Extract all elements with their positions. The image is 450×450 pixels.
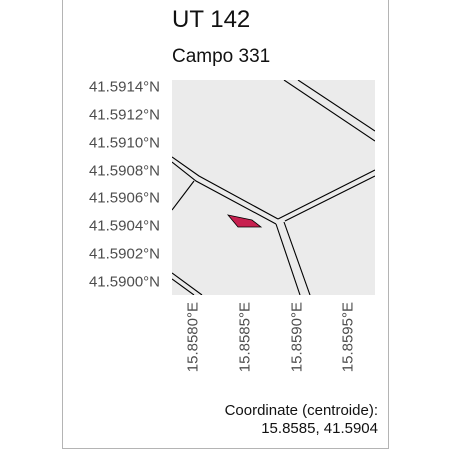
lat-label: 41.5902°N [88, 245, 160, 263]
road-line [172, 161, 277, 225]
lat-label: 41.5904°N [88, 217, 160, 235]
road-line [172, 180, 195, 211]
map-subtitle: Campo 331 [172, 46, 271, 67]
map-panel[interactable] [172, 80, 375, 295]
road-line [284, 175, 375, 222]
road-line [275, 223, 301, 295]
lat-label: 41.5906°N [88, 189, 160, 207]
lon-label: 15.8585°E [236, 302, 254, 373]
lat-label: 41.5914°N [88, 78, 160, 96]
parcel-polygon[interactable] [226, 214, 263, 228]
map-background [172, 80, 375, 295]
lon-label: 15.8580°E [184, 302, 202, 373]
road-line [172, 278, 195, 295]
lat-label: 41.5908°N [88, 162, 160, 180]
road-line [283, 80, 375, 142]
map-title: UT 142 [172, 6, 251, 33]
road-network [172, 80, 375, 295]
lat-label: 41.5912°N [88, 106, 160, 124]
road-line [297, 80, 375, 132]
road-line [283, 221, 311, 295]
lat-label: 41.5900°N [88, 273, 160, 291]
lon-label: 15.8595°E [339, 302, 357, 373]
centroid-caption: Coordinate (centroide): 15.8585, 41.5904 [225, 402, 378, 438]
road-line [172, 272, 203, 295]
centroid-label: Coordinate (centroide): [224, 402, 378, 419]
centroid-coords: 15.8585, 41.5904 [261, 420, 378, 437]
lat-label: 41.5910°N [88, 134, 160, 152]
road-line [172, 156, 279, 220]
lon-label: 15.8590°E [288, 302, 306, 373]
road-line [277, 169, 375, 220]
